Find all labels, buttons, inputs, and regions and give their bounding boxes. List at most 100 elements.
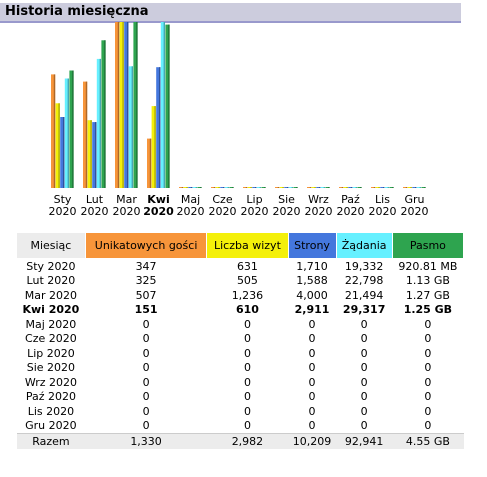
bar-bandwidth: [165, 24, 170, 188]
value-cell: 0: [308, 361, 316, 375]
table-row: Cze 2020 0 0 0 0 0: [17, 332, 464, 347]
bar-shade: [122, 22, 124, 188]
bar-shade: [72, 70, 74, 188]
year-tick-label: 2020: [401, 205, 429, 218]
bar-hits: [352, 187, 357, 188]
table-row: Kwi 2020 151 610 2,911 29,317 1.25 GB: [17, 303, 464, 318]
value-cell: 0: [424, 332, 432, 346]
month-tick-label: Mar: [116, 193, 137, 206]
month-cell: Lip 2020: [27, 346, 75, 360]
value-cell: 0: [424, 404, 432, 418]
value-cell: 29,317: [342, 303, 386, 317]
month-cell: Gru 2020: [25, 419, 77, 433]
value-cell: 4,000: [296, 288, 328, 302]
month-tick-label: Sty: [54, 193, 72, 206]
value-cell: 0: [360, 375, 368, 389]
bar-shade: [323, 187, 325, 188]
bar-shade: [232, 187, 234, 188]
value-cell: 0: [243, 375, 251, 389]
bar-bandwidth: [261, 187, 266, 188]
value-cell: 0: [308, 419, 316, 433]
value-cell: 21,494: [344, 288, 384, 302]
month-tick-label: Kwi: [147, 193, 169, 206]
bar-shade: [53, 74, 56, 188]
year-tick-label: 2020: [305, 205, 333, 218]
month-cell: Wrz 2020: [24, 375, 77, 389]
value-cell: 0: [424, 390, 432, 404]
value-cell: 1.25 GB: [403, 303, 453, 317]
year-tick-label: 2020: [209, 205, 237, 218]
bar-hits: [384, 187, 389, 188]
section-title: Historia miesięczna: [5, 4, 149, 19]
col-header-bandwidth: Pasmo: [391, 232, 465, 259]
bar-hits: [288, 187, 293, 188]
bar-pages: [316, 187, 321, 188]
value-cell: 1.27 GB: [405, 288, 450, 302]
bar-pages: [92, 122, 97, 188]
bar-visitors: [339, 187, 344, 188]
bar-shade: [186, 187, 188, 188]
bar-hits: [416, 187, 421, 188]
table-row: Lip 2020 0 0 0 0 0: [17, 346, 464, 361]
bar-hits: [128, 66, 133, 188]
bar-bandwidth: [197, 187, 202, 188]
bar-shade: [405, 187, 408, 188]
table-row: Lis 2020 0 0 0 0 0: [17, 404, 464, 419]
value-cell: 0: [243, 361, 251, 375]
bar-pages: [284, 187, 289, 188]
value-cell: 0: [142, 346, 150, 360]
table-row: Lut 2020 325 505 1,588 22,798 1.13 GB: [17, 274, 464, 289]
value-cell: 0: [424, 361, 432, 375]
bar-hits: [160, 22, 165, 188]
bar-shade: [277, 187, 280, 188]
bar-shade: [282, 187, 284, 188]
table-row: Paź 2020 0 0 0 0 0: [17, 390, 464, 405]
year-tick-label: 2020: [369, 205, 397, 218]
bar-visitors: [403, 187, 408, 188]
monthly-history-chart: Sty2020Lut2020Mar2020Kwi2020Maj2020Cze20…: [49, 22, 429, 218]
bar-visits: [215, 187, 220, 188]
value-cell: 610: [235, 303, 259, 317]
year-tick-label: 2020: [49, 205, 77, 218]
bar-shade: [159, 67, 161, 188]
value-cell: 0: [243, 332, 251, 346]
bar-shade: [255, 187, 257, 188]
bar-shade: [287, 187, 289, 188]
bar-pages: [60, 117, 65, 188]
value-cell: 0: [360, 419, 368, 433]
bar-hits: [320, 187, 325, 188]
value-cell: 0: [142, 375, 150, 389]
value-cell: 1,710: [296, 259, 328, 273]
value-cell: 0: [308, 404, 316, 418]
bar-visitors: [211, 187, 216, 188]
bar-pages: [124, 22, 129, 188]
month-cell: Lis 2020: [27, 404, 75, 418]
value-cell: 0: [360, 390, 368, 404]
value-cell: 0: [360, 346, 368, 360]
bar-visitors: [307, 187, 312, 188]
bar-visits: [119, 22, 124, 188]
total-row: Razem 1,330 2,982 10,209 92,941 4.55 GB: [16, 433, 464, 449]
bar-pages: [220, 187, 225, 188]
value-cell: 0: [243, 404, 251, 418]
bar-shade: [218, 187, 220, 188]
total-label: Razem: [16, 433, 86, 449]
bar-shade: [223, 187, 225, 188]
year-tick-label: 2020: [81, 205, 109, 218]
bar-shade: [191, 187, 193, 188]
value-cell: 22,798: [344, 274, 384, 288]
month-cell: Paź 2020: [25, 390, 76, 404]
value-cell: 1.13 GB: [405, 274, 450, 288]
value-cell: 19,332: [344, 259, 384, 273]
value-cell: 325: [135, 274, 157, 288]
bar-shade: [127, 22, 129, 188]
bar-visitors: [275, 187, 280, 188]
total-value: 4.55 GB: [392, 433, 464, 449]
bar-visitors: [147, 138, 152, 188]
monthly-stats-table: Miesiąc Unikatowych gości Liczba wizyt S…: [16, 232, 465, 449]
bar-bandwidth: [421, 187, 426, 188]
bar-bandwidth: [293, 187, 298, 188]
table-row: Sie 2020 0 0 0 0 0: [17, 361, 464, 376]
value-cell: 0: [360, 404, 368, 418]
bar-shade: [387, 187, 389, 188]
